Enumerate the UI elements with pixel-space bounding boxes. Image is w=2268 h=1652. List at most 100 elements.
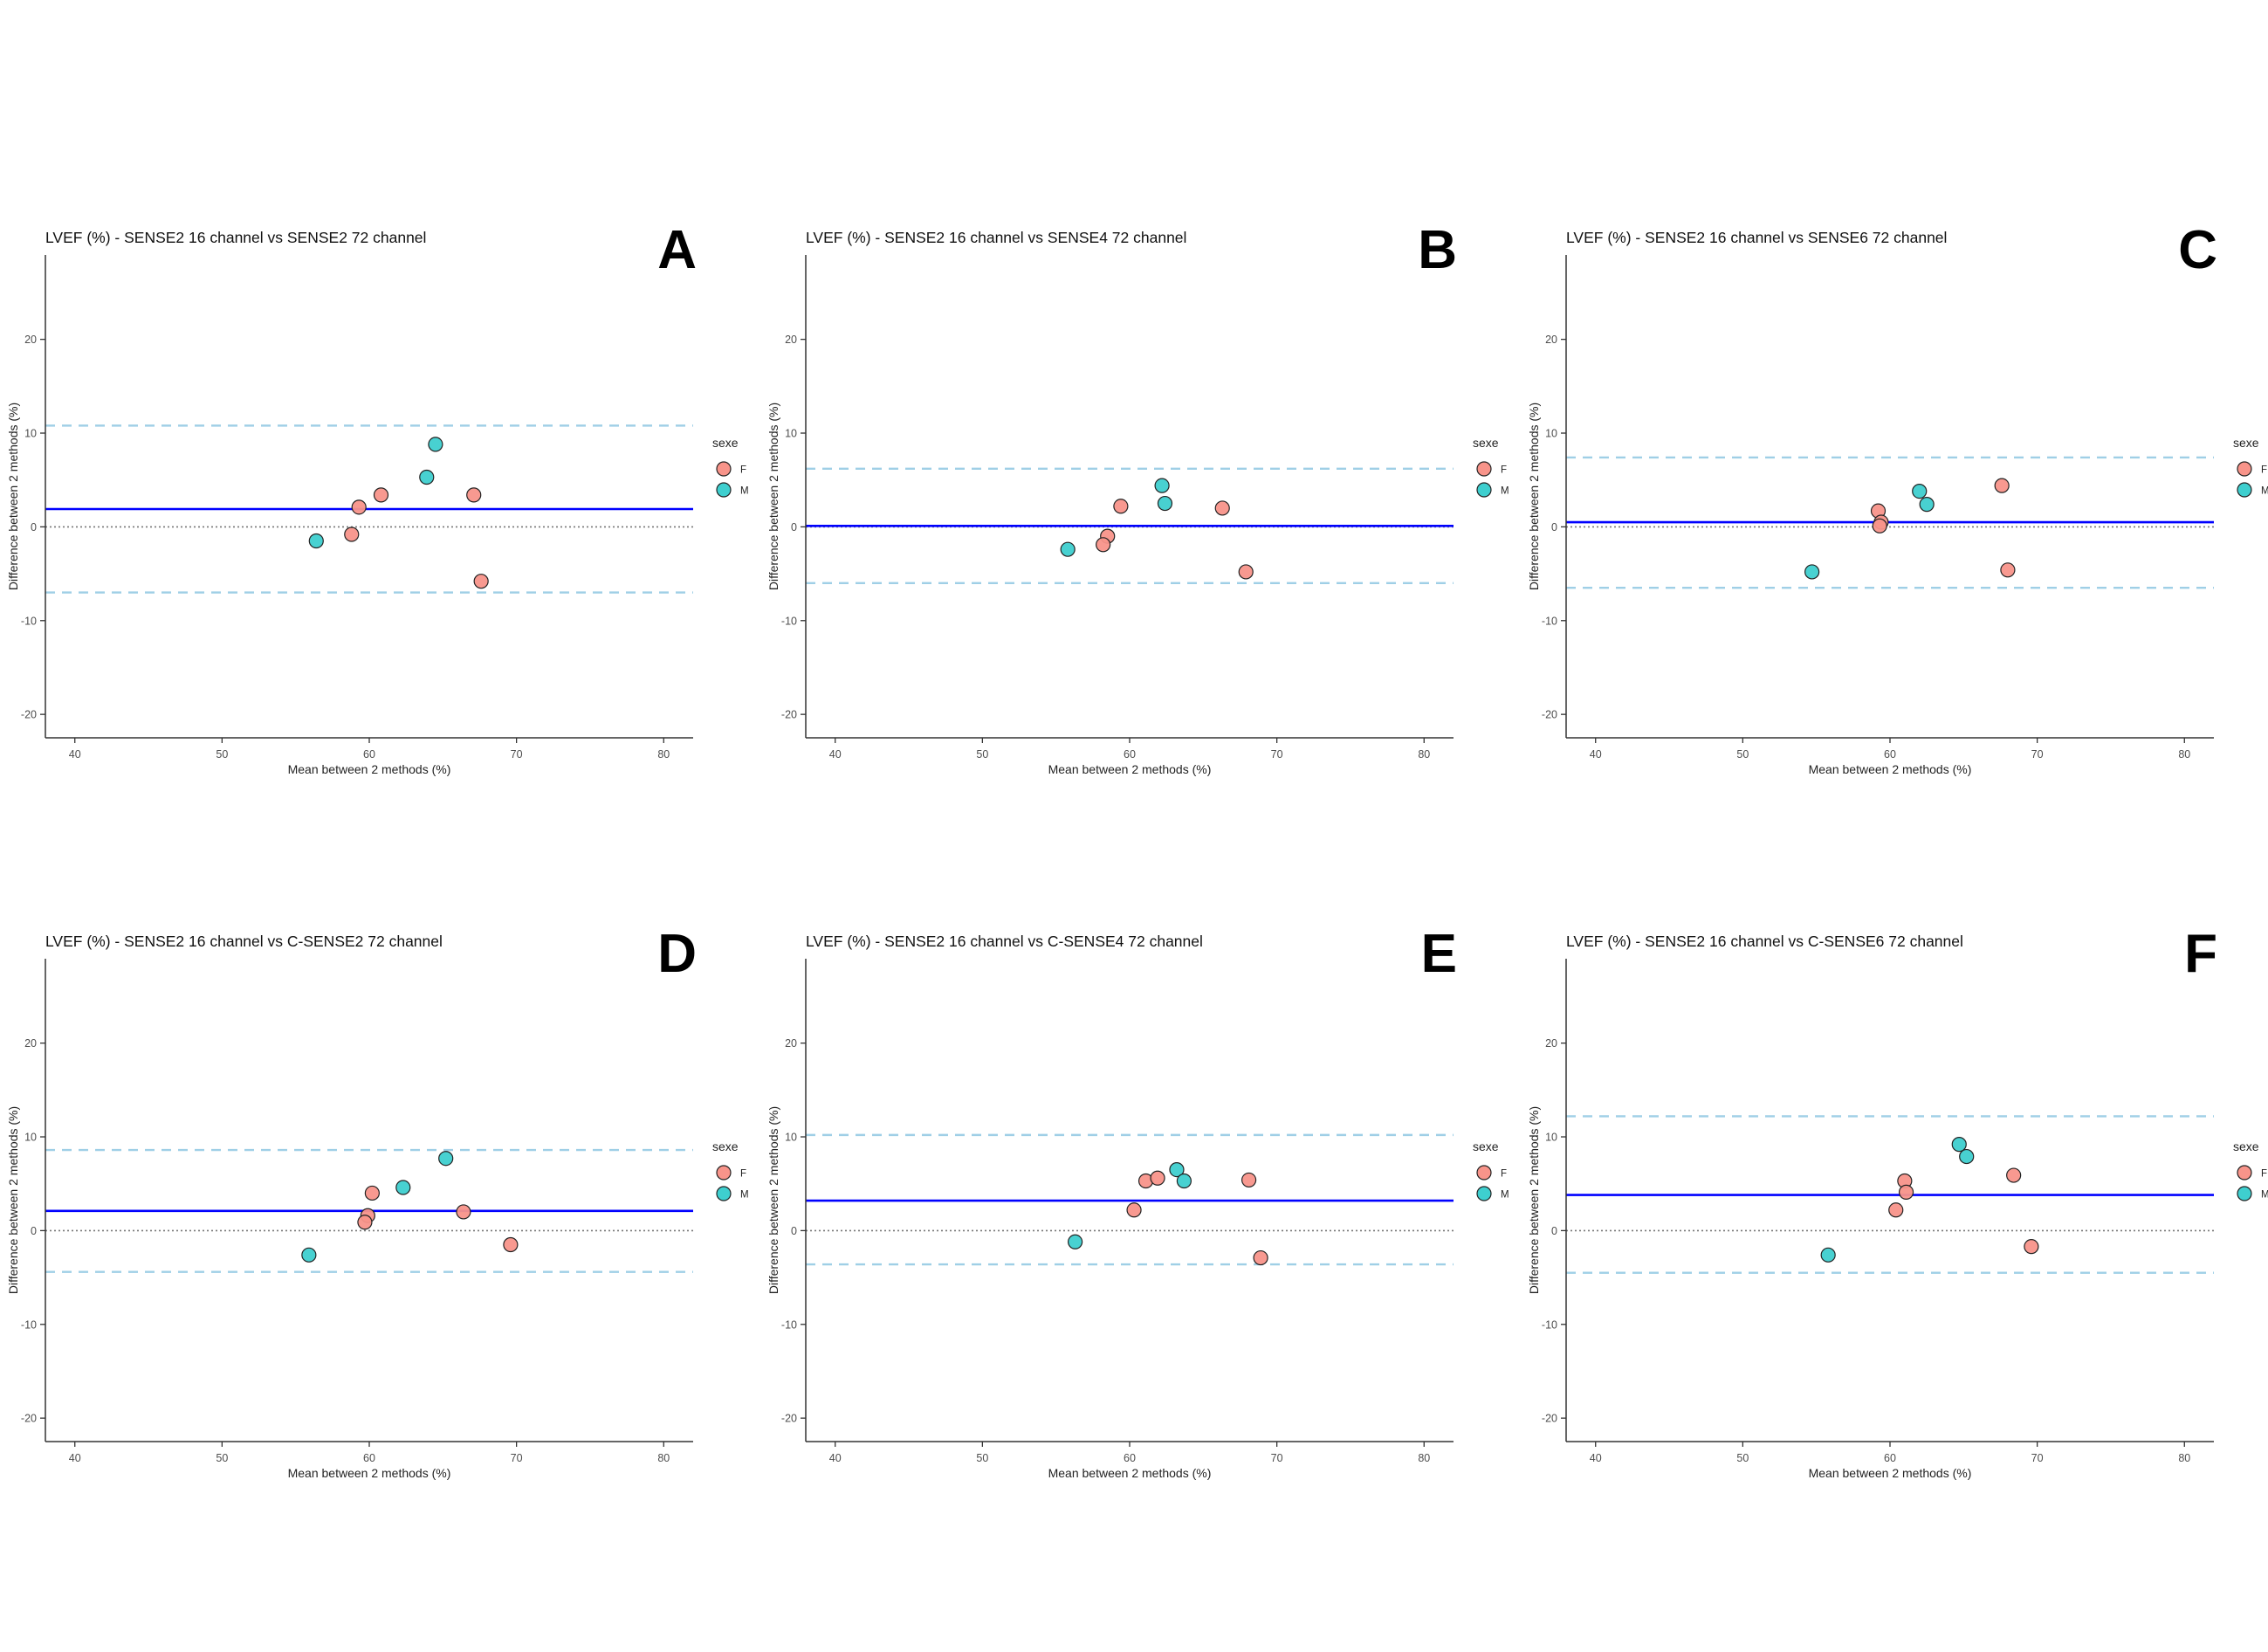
y-axis-label: Difference between 2 methods (%): [766, 1106, 780, 1294]
x-tick-label: 80: [657, 1452, 670, 1464]
x-tick-label: 60: [363, 1452, 375, 1464]
data-point-f: [357, 1215, 373, 1230]
x-tick-label: 70: [2031, 1452, 2044, 1464]
data-point-m: [1820, 1247, 1836, 1263]
data-point-f: [1126, 1202, 1142, 1218]
data-point-m: [1154, 478, 1170, 493]
x-tick-label: 50: [976, 748, 988, 761]
legend-label-m: M: [2261, 1190, 2268, 1201]
panel-a: LVEF (%) - SENSE2 16 channel vs SENSE2 7…: [6, 220, 749, 776]
x-tick-label: 70: [2031, 748, 2044, 761]
y-tick-label: -10: [781, 615, 797, 627]
x-axis-label: Mean between 2 methods (%): [1809, 762, 1972, 776]
y-tick-label: -20: [781, 709, 797, 721]
data-point-f: [456, 1204, 471, 1220]
data-point-f: [364, 1185, 380, 1201]
y-tick-label: 20: [1545, 1037, 1557, 1050]
y-tick-label: 0: [1551, 1225, 1557, 1237]
x-axis-label: Mean between 2 methods (%): [288, 762, 451, 776]
data-point-m: [1060, 541, 1076, 557]
legend-marker-m: [716, 482, 732, 498]
legend-label-f: F: [740, 465, 746, 476]
data-point-f: [344, 527, 360, 542]
y-tick-label: -20: [21, 1413, 37, 1425]
data-point-m: [1919, 497, 1935, 513]
x-tick-label: 80: [1418, 1452, 1430, 1464]
legend-title: sexe: [712, 436, 739, 450]
data-point-f: [1888, 1202, 1904, 1218]
panel-title: LVEF (%) - SENSE2 16 channel vs C-SENSE4…: [806, 933, 1203, 950]
data-point-f: [351, 499, 367, 515]
x-tick-label: 40: [829, 748, 842, 761]
y-tick-label: -10: [1542, 615, 1557, 627]
data-point-m: [1068, 1234, 1083, 1249]
x-tick-label: 50: [1736, 1452, 1749, 1464]
panel-letter: C: [2178, 220, 2217, 280]
data-point-m: [1912, 483, 1928, 499]
x-tick-label: 70: [1271, 1452, 1283, 1464]
y-tick-label: 10: [1545, 1132, 1557, 1144]
data-point-f: [1214, 500, 1230, 516]
data-point-m: [1804, 564, 1820, 580]
legend-title: sexe: [712, 1139, 739, 1153]
x-tick-label: 40: [1590, 748, 1602, 761]
x-axis-label: Mean between 2 methods (%): [1048, 762, 1212, 776]
y-tick-label: 10: [24, 1132, 37, 1144]
x-axis-label: Mean between 2 methods (%): [288, 1466, 451, 1480]
y-tick-label: 20: [24, 1037, 37, 1050]
data-point-f: [503, 1236, 519, 1253]
legend-marker-m: [1476, 1186, 1492, 1201]
data-point-m: [1951, 1137, 1967, 1153]
y-tick-label: -10: [21, 615, 37, 627]
panel-e: LVEF (%) - SENSE2 16 channel vs C-SENSE4…: [766, 924, 1509, 1480]
x-tick-label: 80: [657, 748, 670, 761]
y-tick-label: 0: [31, 521, 37, 533]
y-tick-label: -20: [1542, 709, 1557, 721]
panel-f: LVEF (%) - SENSE2 16 channel vs C-SENSE6…: [1527, 924, 2268, 1480]
y-tick-label: 0: [791, 1225, 797, 1237]
panel-title: LVEF (%) - SENSE2 16 channel vs SENSE6 7…: [1566, 229, 1947, 246]
panel-title: LVEF (%) - SENSE2 16 channel vs C-SENSE2…: [45, 933, 443, 950]
legend-marker-f: [716, 1165, 732, 1180]
y-tick-label: 0: [791, 521, 797, 533]
data-point-f: [1113, 499, 1129, 514]
data-point-m: [1959, 1148, 1975, 1165]
panel-letter: E: [1421, 924, 1457, 984]
x-tick-label: 70: [511, 1452, 523, 1464]
legend-label-f: F: [2261, 465, 2267, 476]
y-tick-label: -20: [21, 709, 37, 721]
data-point-f: [2000, 562, 2016, 578]
y-tick-label: 0: [1551, 521, 1557, 533]
data-point-m: [1157, 495, 1173, 512]
data-point-f: [1238, 564, 1254, 580]
data-point-m: [1176, 1173, 1192, 1189]
x-tick-label: 40: [829, 1452, 842, 1464]
legend-label-f: F: [2261, 1169, 2267, 1180]
legend-label-f: F: [1501, 465, 1507, 476]
y-tick-label: -10: [1542, 1318, 1557, 1331]
y-tick-label: 10: [1545, 428, 1557, 440]
y-tick-label: 20: [785, 1037, 797, 1050]
legend-marker-m: [1476, 482, 1492, 498]
data-point-m: [308, 533, 324, 549]
data-point-f: [473, 574, 489, 589]
legend-marker-m: [716, 1186, 732, 1201]
data-point-f: [1872, 518, 1887, 533]
legend-label-m: M: [1501, 486, 1509, 497]
panel-letter: D: [657, 924, 697, 984]
data-point-f: [1096, 537, 1111, 553]
y-axis-label: Difference between 2 methods (%): [6, 403, 20, 590]
panel-title: LVEF (%) - SENSE2 16 channel vs C-SENSE6…: [1566, 933, 1963, 950]
data-point-m: [428, 437, 443, 452]
x-tick-label: 60: [1124, 1452, 1136, 1464]
panel-d: LVEF (%) - SENSE2 16 channel vs C-SENSE2…: [6, 924, 749, 1480]
x-tick-label: 60: [1884, 748, 1896, 761]
y-tick-label: 20: [24, 334, 37, 346]
y-axis-label: Difference between 2 methods (%): [1527, 1106, 1541, 1294]
legend-label-f: F: [740, 1169, 746, 1180]
x-axis-label: Mean between 2 methods (%): [1048, 1466, 1212, 1480]
y-axis-label: Difference between 2 methods (%): [6, 1106, 20, 1294]
data-point-f: [1898, 1184, 1914, 1200]
x-tick-label: 60: [1884, 1452, 1896, 1464]
data-point-f: [1253, 1249, 1268, 1266]
